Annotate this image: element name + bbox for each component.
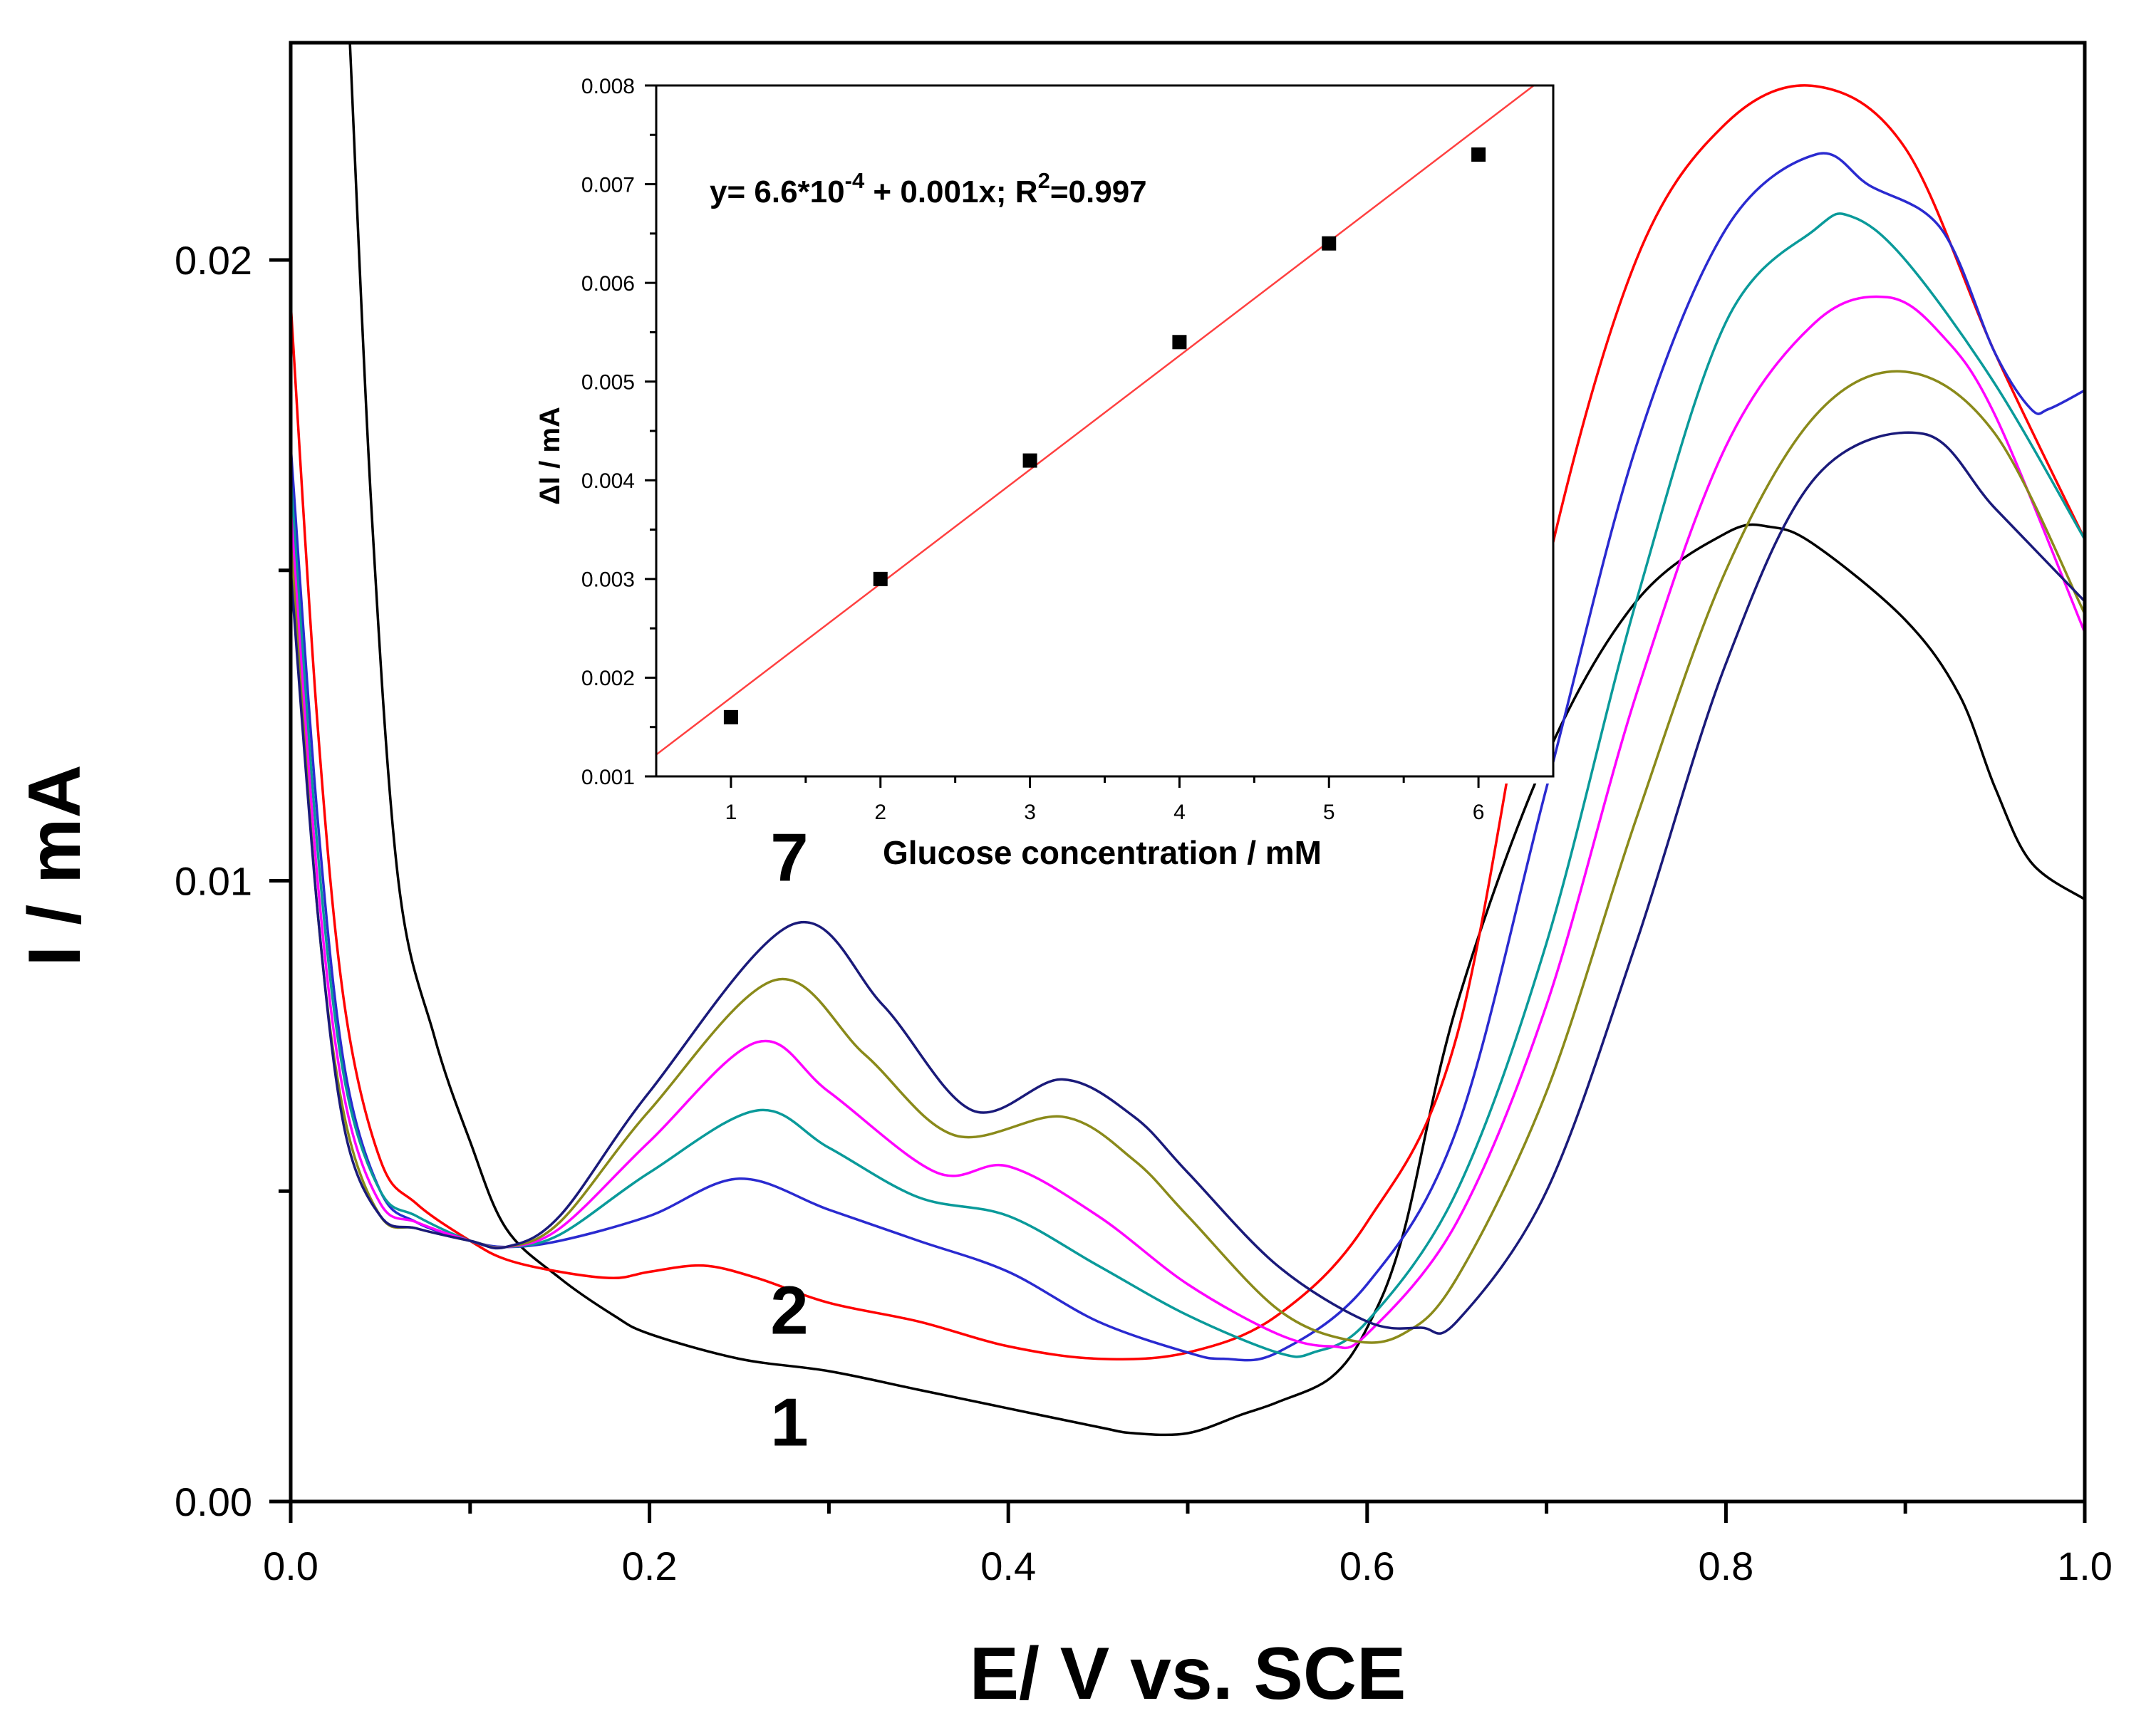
data-point [1471, 147, 1486, 162]
series-line-2 [291, 84, 2085, 1360]
inset-y-axis-label: ΔI / mA [534, 407, 566, 505]
inset-fit-line [656, 85, 1535, 756]
inset-plot: 1 2 3 4 5 6 0.001 0.002 0.003 0.004 0.005 0.006 0.00… [534, 75, 1555, 871]
y-tick-label: 0.001 [581, 766, 635, 789]
equation-r2-exponent: 2 [1038, 168, 1050, 193]
y-tick-label: 0.02 [175, 238, 252, 283]
equation-prefix: y= 6.6*10 [710, 175, 845, 209]
inset-fit-equation: y= 6.6*10-4 + 0.001x; R2=0.997 [710, 168, 1147, 209]
y-tick-label: 0.004 [581, 469, 635, 493]
data-point [723, 709, 738, 724]
data-point [1022, 453, 1037, 468]
fit-line [656, 85, 1535, 756]
y-tick-label: 0.003 [581, 568, 635, 592]
x-tick-label: 0.6 [1339, 1544, 1395, 1588]
curve-label-2: 2 [770, 1273, 808, 1349]
y-tick-label: 0.005 [581, 371, 635, 395]
inset-data-points [723, 147, 1486, 724]
x-tick-label: 1 [725, 801, 737, 824]
x-tick-label: 0.2 [622, 1544, 678, 1588]
x-tick-label: 1.0 [2057, 1544, 2113, 1588]
data-point [873, 571, 888, 586]
main-x-axis-label: E/ V vs. SCE [970, 1633, 1406, 1715]
y-tick-label: 0.002 [581, 667, 635, 690]
y-tick-label: 0.006 [581, 272, 635, 296]
inset-background [663, 85, 1553, 784]
y-tick-label: 0.01 [175, 859, 252, 904]
series-line-4 [291, 212, 2085, 1358]
curve-label-7: 7 [770, 820, 808, 896]
x-tick-label: 2 [874, 801, 886, 824]
y-tick-label: 0.007 [581, 173, 635, 197]
curve-labels: 7 2 1 [770, 820, 808, 1461]
equation-suffix: =0.997 [1050, 175, 1147, 209]
main-plot: 0.0 0.2 0.4 0.6 0.8 1.0 0.00 0.01 0.02 7 2 1 E/ V … [14, 41, 2113, 1715]
series-line-3 [291, 152, 2085, 1362]
equation-exponent: -4 [845, 168, 865, 193]
x-tick-label: 4 [1173, 801, 1186, 824]
main-axis-ticks: 0.0 0.2 0.4 0.6 0.8 1.0 0.00 0.01 0.02 [175, 238, 2113, 1588]
series-line-5 [291, 295, 2085, 1350]
inset-x-axis-label: Glucose concentration / mM [883, 834, 1322, 871]
series-line-7 [291, 431, 2085, 1335]
x-tick-label: 0.0 [263, 1544, 318, 1588]
data-point [1172, 335, 1187, 350]
inset-axis-ticks: 1 2 3 4 5 6 0.001 0.002 0.003 0.004 0.005 0.006 0.00… [581, 75, 1485, 824]
y-tick-label: 0.008 [581, 75, 635, 98]
x-tick-label: 0.4 [980, 1544, 1036, 1588]
main-curves [291, 43, 2085, 1437]
equation-middle: + 0.001x; R [864, 175, 1037, 209]
curve-label-1: 1 [770, 1385, 808, 1461]
x-tick-label: 6 [1473, 801, 1485, 824]
x-tick-label: 5 [1323, 801, 1335, 824]
main-y-axis-label: I / mA [14, 764, 96, 966]
y-tick-label: 0.00 [175, 1479, 252, 1524]
data-point [1322, 236, 1337, 251]
x-tick-label: 3 [1024, 801, 1036, 824]
x-tick-label: 0.8 [1698, 1544, 1753, 1588]
